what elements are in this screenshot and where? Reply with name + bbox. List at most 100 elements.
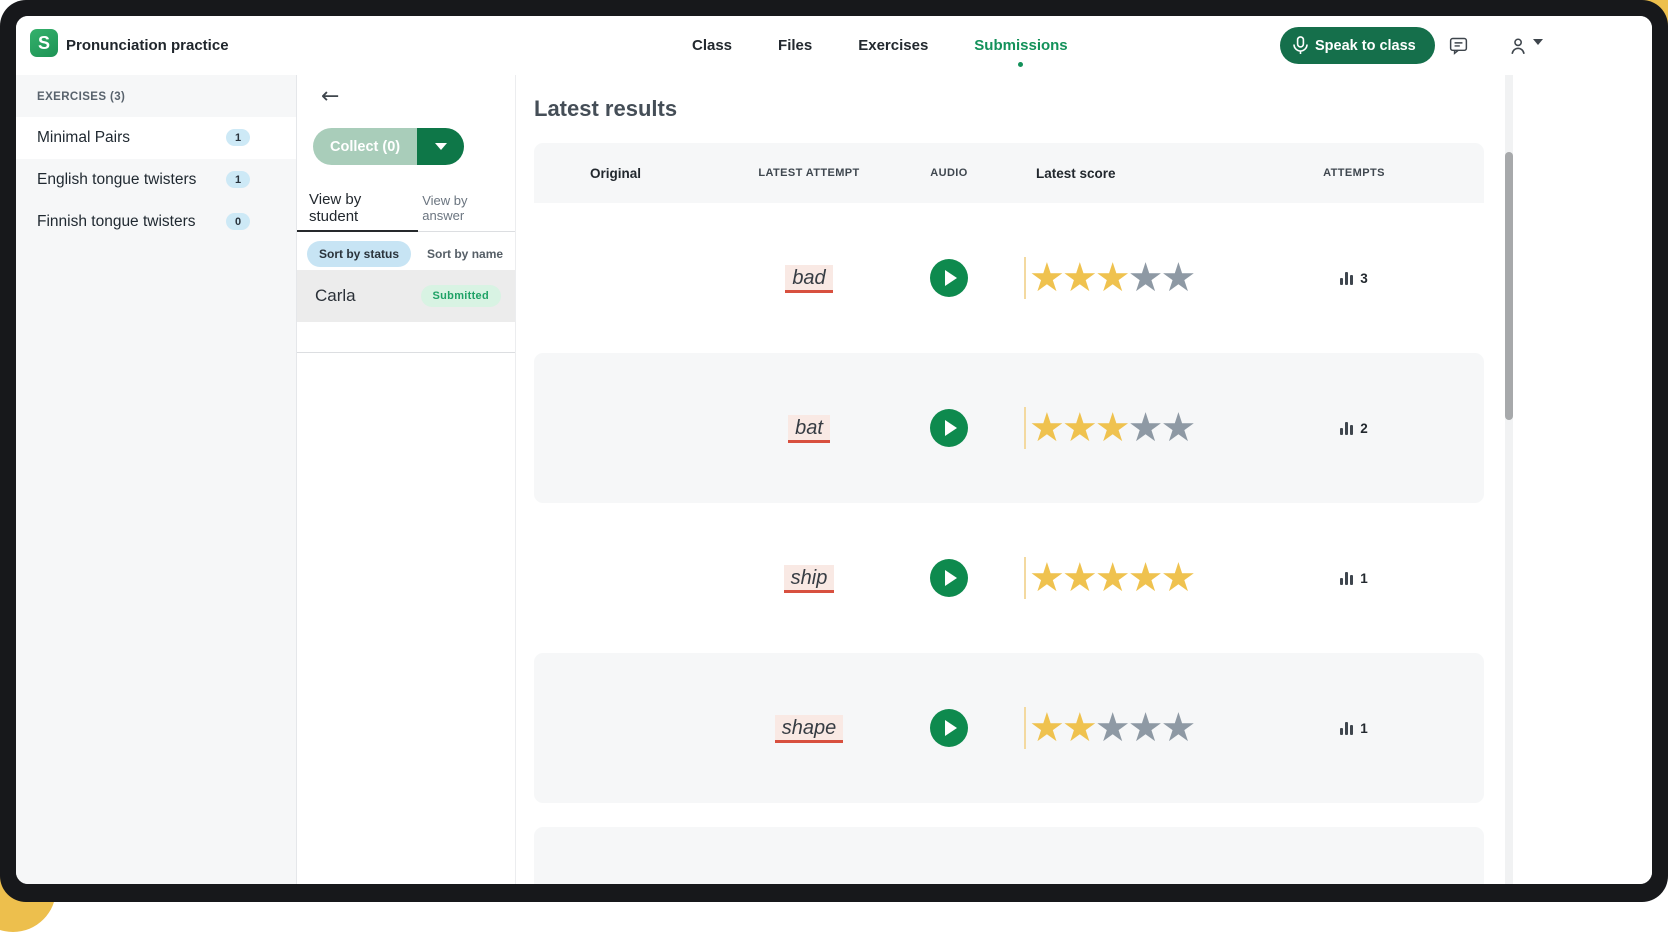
- result-row-ship: ship ★ ★ ★ ★ ★ 1: [534, 503, 1484, 653]
- tab-view-by-answer[interactable]: View by answer: [422, 193, 468, 223]
- page-title: Pronunciation practice: [66, 37, 229, 54]
- view-tabs: View by student View by answer: [297, 185, 515, 232]
- results-area: Latest results Original LATEST ATTEMPT A…: [517, 75, 1652, 884]
- exercise-count-badge: 1: [226, 129, 250, 146]
- attempts-count: 2: [1360, 420, 1368, 436]
- column-header-audio: AUDIO: [930, 167, 968, 179]
- scrollbar-thumb[interactable]: [1505, 152, 1513, 420]
- star-icon: ★: [1094, 705, 1131, 751]
- student-row-carla[interactable]: Carla Submitted: [297, 270, 515, 322]
- star-icon: ★: [1061, 705, 1098, 751]
- account-menu-button[interactable]: [1508, 16, 1543, 75]
- audio-cell: [930, 259, 968, 297]
- exercise-label: Minimal Pairs: [37, 129, 131, 146]
- app-window: S Pronunciation practice Class Files Exerc…: [16, 16, 1652, 884]
- latest-score-cell: ★ ★ ★ ★ ★: [994, 257, 1224, 299]
- star-icon: ★: [1127, 255, 1164, 301]
- star-icon: ★: [1061, 555, 1098, 601]
- star-icon: ★: [1160, 705, 1196, 751]
- sidebar-item-english-tongue-twisters[interactable]: English tongue twisters 1: [16, 159, 296, 201]
- panel-divider: [297, 352, 515, 353]
- star-icon: ★: [1160, 555, 1196, 601]
- play-audio-button[interactable]: [930, 409, 968, 447]
- star-icon: ★: [1029, 405, 1065, 451]
- sort-options: Sort by status Sort by name: [307, 241, 503, 267]
- exercises-heading: EXERCISES (3): [37, 91, 126, 103]
- attempts-count: 1: [1360, 570, 1368, 586]
- star-icon: ★: [1061, 405, 1098, 451]
- attempts-chart-icon: [1340, 421, 1354, 435]
- latest-attempt-cell: shape: [774, 714, 844, 743]
- sidebar-item-finnish-tongue-twisters[interactable]: Finnish tongue twisters 0: [16, 201, 296, 243]
- results-title: Latest results: [534, 96, 678, 121]
- app-header: S Pronunciation practice Class Files Exerc…: [16, 16, 1652, 75]
- attempts-chart-icon: [1340, 571, 1354, 585]
- exercise-list: Minimal Pairs 1 English tongue twisters 1 Fi…: [16, 117, 296, 243]
- latest-attempt-cell: bad: [785, 264, 833, 293]
- star-icon: ★: [1094, 555, 1131, 601]
- speak-to-class-button[interactable]: Speak to class: [1280, 27, 1435, 64]
- attempts-cell: 1: [1224, 571, 1484, 586]
- exercise-label: English tongue twisters: [37, 171, 197, 188]
- nav-item-exercises[interactable]: Exercises: [858, 37, 929, 54]
- latest-attempt-cell: bat: [788, 414, 830, 443]
- attempt-word: bat: [788, 414, 830, 443]
- nav-item-class[interactable]: Class: [692, 37, 733, 54]
- star-icon: ★: [1127, 405, 1164, 451]
- result-row-bad: bad ★ ★ ★ ★ ★ 3: [534, 203, 1484, 353]
- scrollbar-track[interactable]: [1505, 75, 1513, 884]
- attempts-cell: 1: [1224, 721, 1484, 736]
- attempts-cell: 3: [1224, 271, 1484, 286]
- play-audio-button[interactable]: [930, 559, 968, 597]
- results-rows: bad ★ ★ ★ ★ ★ 3 bat ★ ★ ★ ★ ★ 2 ship ★ ★ ★ ★ ★ 1 shape ★ ★ ★ ★ ★ 1: [534, 203, 1484, 884]
- play-audio-button[interactable]: [930, 709, 968, 747]
- audio-cell: [930, 409, 968, 447]
- tab-view-by-student[interactable]: View by student: [297, 185, 419, 232]
- nav-item-files[interactable]: Files: [778, 37, 813, 54]
- attempts-count: 3: [1360, 270, 1368, 286]
- nav-item-submissions[interactable]: Submissions: [974, 37, 1068, 67]
- next-row-partial: [534, 827, 1484, 884]
- latest-score-cell: ★ ★ ★ ★ ★: [994, 557, 1224, 599]
- sort-chip-sort-by-status[interactable]: Sort by status: [307, 241, 412, 267]
- star-icon: ★: [1127, 705, 1164, 751]
- collect-split-button: Collect (0): [313, 128, 465, 165]
- collect-button[interactable]: Collect (0): [313, 128, 418, 165]
- star-icon: ★: [1127, 555, 1164, 601]
- exercise-label: Finnish tongue twisters: [37, 213, 196, 230]
- star-icon: ★: [1094, 405, 1131, 451]
- play-audio-button[interactable]: [930, 259, 968, 297]
- messages-button[interactable]: [1448, 16, 1469, 75]
- exercise-count-badge: 1: [226, 171, 250, 188]
- main-nav: Class Files Exercises Submissions: [692, 16, 1068, 75]
- attempts-chart-icon: [1340, 271, 1354, 285]
- star-icon: ★: [1029, 705, 1065, 751]
- chevron-down-icon: [434, 143, 447, 150]
- sort-chip-sort-by-name[interactable]: Sort by name: [427, 247, 504, 261]
- score-tick: [1024, 257, 1026, 299]
- student-panel: ← Collect (0) View by student View by ans…: [297, 75, 516, 884]
- star-icon: ★: [1061, 255, 1098, 301]
- latest-score-cell: ★ ★ ★ ★ ★: [994, 707, 1224, 749]
- star-icon: ★: [1029, 555, 1065, 601]
- result-row-bat: bat ★ ★ ★ ★ ★ 2: [534, 353, 1484, 503]
- attempts-cell: 2: [1224, 421, 1484, 436]
- row-gap: [534, 803, 1484, 827]
- star-icon: ★: [1160, 405, 1196, 451]
- play-icon: [945, 570, 957, 586]
- back-arrow-icon[interactable]: ←: [321, 84, 340, 109]
- attempt-word: bad: [785, 264, 833, 293]
- result-row-shape: shape ★ ★ ★ ★ ★ 1: [534, 653, 1484, 803]
- results-table-header: Original LATEST ATTEMPT AUDIO Latest sco…: [534, 143, 1484, 203]
- play-icon: [945, 420, 957, 436]
- user-icon: [1508, 35, 1530, 57]
- sidebar-item-minimal-pairs[interactable]: Minimal Pairs 1: [16, 117, 296, 159]
- column-header-latest-score: Latest score: [1036, 165, 1116, 181]
- play-icon: [945, 270, 957, 286]
- attempt-word: shape: [774, 714, 844, 743]
- star-icon: ★: [1094, 255, 1131, 301]
- status-badge: Submitted: [420, 285, 501, 307]
- collect-dropdown-button[interactable]: [417, 128, 465, 165]
- latest-attempt-cell: ship: [783, 564, 835, 593]
- audio-cell: [930, 709, 968, 747]
